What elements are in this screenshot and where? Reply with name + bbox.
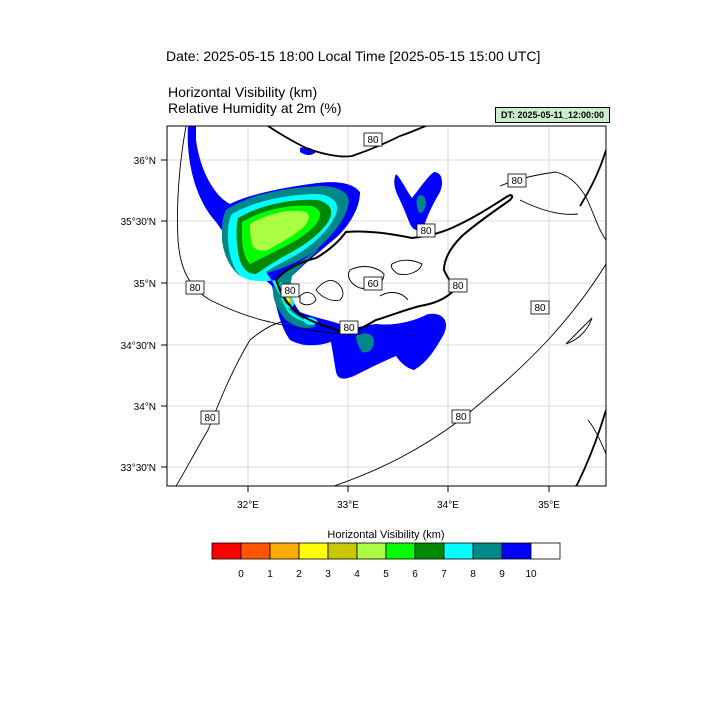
contour-label: 80 (185, 280, 205, 295)
contour-label: 60 (363, 276, 383, 291)
colorbar-cell (356, 542, 387, 560)
colorbar-cell (501, 542, 532, 560)
colorbar-label: 6 (412, 569, 418, 580)
colorbar (211, 542, 561, 560)
mainland-coastlines (267, 126, 606, 486)
colorbar-label: 8 (470, 569, 476, 580)
lat-label-34-30n: 34°30'N (121, 341, 156, 352)
contour-label: 80 (416, 223, 436, 238)
date-title: Date: 2025-05-15 18:00 Local Time [2025-… (166, 48, 541, 64)
svg-text:80: 80 (534, 303, 546, 314)
colorbar-cell (327, 542, 358, 560)
dt-badge: DT: 2025-05-11_12:00:00 (495, 107, 610, 123)
contour-label: 80 (448, 278, 468, 293)
colorbar-cell (211, 542, 242, 560)
colorbar-label: 4 (354, 569, 360, 580)
lat-label-36n: 36°N (134, 156, 156, 167)
colorbar-cell (269, 542, 300, 560)
svg-text:60: 60 (367, 279, 379, 290)
lat-label-34n: 34°N (134, 402, 156, 413)
svg-text:80: 80 (189, 283, 201, 294)
svg-text:80: 80 (455, 412, 467, 423)
lon-label-33e: 33°E (337, 500, 359, 511)
svg-text:80: 80 (343, 323, 355, 334)
colorbar-label: 2 (296, 569, 302, 580)
colorbar-cell (443, 542, 474, 560)
colorbar-cell (240, 542, 271, 560)
svg-text:80: 80 (511, 176, 523, 187)
colorbar-label: 9 (499, 569, 505, 580)
colorbar-label: 5 (383, 569, 389, 580)
contour-labels: 80 80 80 80 60 80 80 80 80 80 80 (185, 132, 550, 425)
lon-label-34e: 34°E (437, 500, 459, 511)
svg-text:80: 80 (284, 286, 296, 297)
svg-text:80: 80 (367, 135, 379, 146)
axis-ticks (161, 159, 550, 492)
lon-label-35e: 35°E (538, 500, 560, 511)
map-frame (166, 125, 607, 487)
colorbar-title: Horizontal Visibility (km) (327, 529, 445, 541)
contour-label: 80 (507, 173, 527, 188)
lat-label-33-30n: 33°30'N (121, 463, 156, 474)
contour-label: 80 (280, 283, 300, 298)
lat-label-35-30n: 35°30'N (121, 217, 156, 228)
visibility-shading-west (187, 126, 360, 346)
colorbar-label: 1 (267, 569, 273, 580)
map-plot-area (167, 126, 606, 486)
contour-label: 80 (530, 300, 550, 315)
colorbar-cell (414, 542, 445, 560)
colorbar-label: 0 (238, 569, 244, 580)
svg-text:80: 80 (452, 281, 464, 292)
colorbar-label: 10 (525, 569, 537, 580)
colorbar-cell (385, 542, 416, 560)
humidity-contours (175, 126, 606, 486)
variable-title-visibility: Horizontal Visibility (km) (168, 84, 318, 100)
colorbar-cell (530, 542, 561, 560)
contour-label: 80 (363, 132, 383, 147)
contour-label: 80 (200, 410, 220, 425)
contour-label: 80 (339, 320, 359, 335)
cyprus-coastline (274, 194, 514, 336)
variable-title-humidity: Relative Humidity at 2m (%) (168, 100, 342, 116)
colorbar-label: 3 (325, 569, 331, 580)
visibility-shading-northeast (300, 147, 442, 231)
contour-label: 80 (451, 409, 471, 424)
svg-text:80: 80 (420, 226, 432, 237)
lat-label-35n: 35°N (134, 279, 156, 290)
colorbar-cell (472, 542, 503, 560)
svg-text:80: 80 (204, 413, 216, 424)
colorbar-label: 7 (441, 569, 447, 580)
colorbar-cell (298, 542, 329, 560)
lon-label-32e: 32°E (237, 500, 259, 511)
